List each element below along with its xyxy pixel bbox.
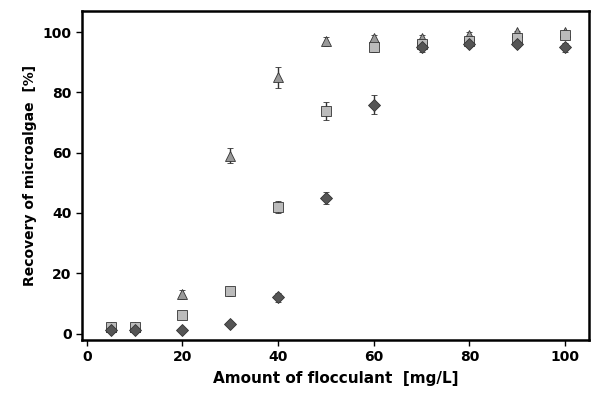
Y-axis label: Recovery of microalgae  [%]: Recovery of microalgae [%]: [23, 65, 37, 286]
X-axis label: Amount of flocculant  [mg/L]: Amount of flocculant [mg/L]: [213, 371, 458, 386]
